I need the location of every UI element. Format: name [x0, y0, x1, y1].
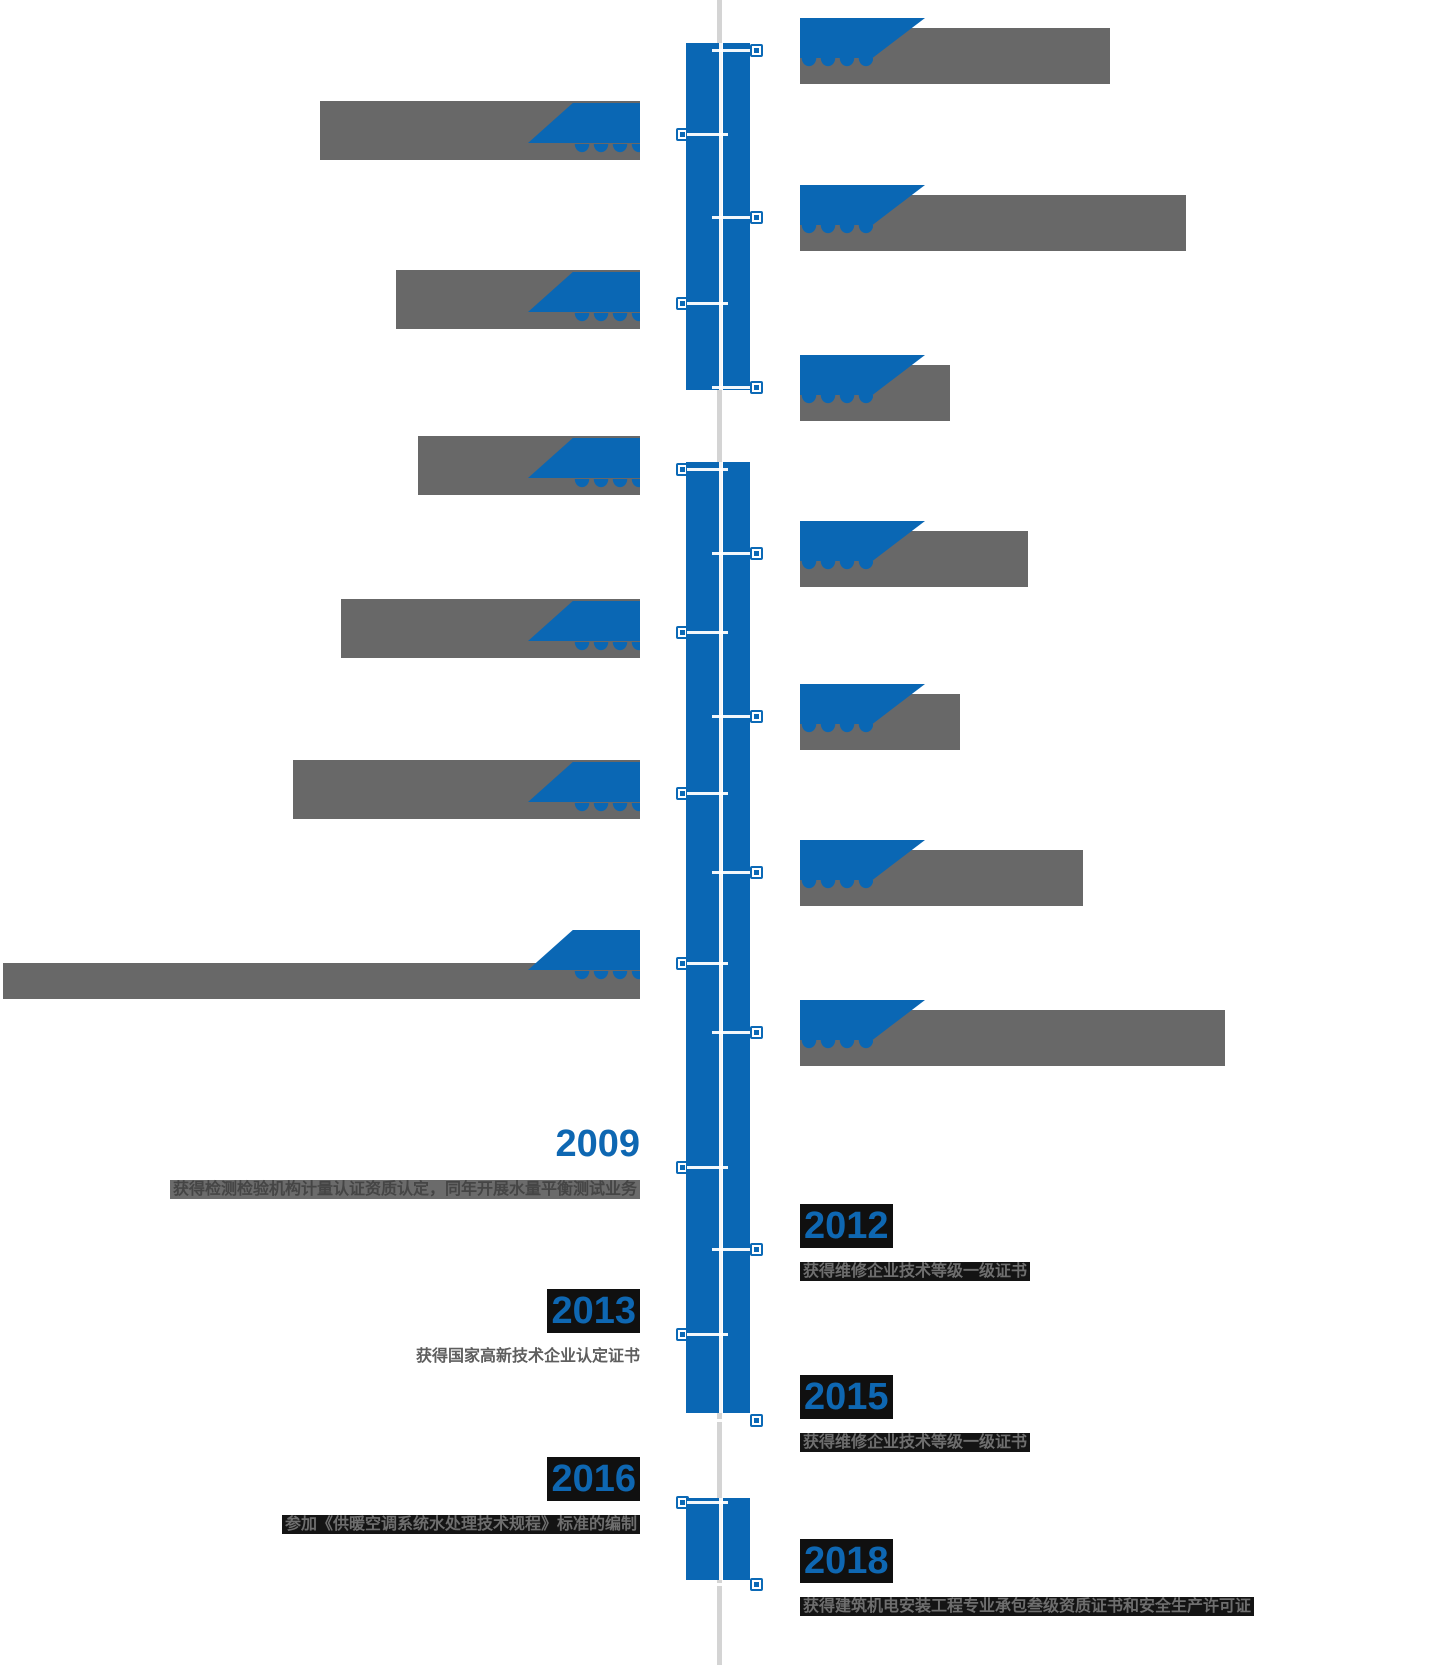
text-ghost-marks [573, 479, 640, 488]
text-ghost-marks [800, 561, 873, 570]
text-ghost-marks [800, 724, 873, 733]
timeline-entry-redacted [800, 355, 950, 425]
timeline-tick [712, 1419, 750, 1422]
text-ghost-marks [800, 395, 873, 404]
timeline-node-icon [750, 547, 763, 560]
timeline-tick [712, 216, 750, 219]
timeline-entry-redacted [800, 840, 1083, 910]
timeline-node-icon [750, 866, 763, 879]
timeline-node-icon [750, 1414, 763, 1427]
event-year: 2012 [800, 1204, 893, 1248]
timeline-tick [687, 468, 728, 471]
event-year-label: 2013 [547, 1289, 640, 1333]
event-description-text: 获得维修企业技术等级一级证书 [800, 1262, 1031, 1281]
text-ghost-marks [800, 880, 873, 889]
event-description-text: 获得建筑机电安装工程专业承包叁级资质证书和安全生产许可证 [800, 1597, 1255, 1616]
timeline-tick [687, 1333, 728, 1336]
timeline-entry-redacted [800, 18, 1110, 88]
timeline-tick [712, 49, 750, 52]
event-year: 2018 [800, 1539, 893, 1583]
timeline-entry-redacted [341, 599, 640, 669]
timeline-node-icon [750, 211, 763, 224]
timeline-entry-redacted [396, 270, 640, 340]
timeline-bar-segment [686, 462, 750, 1413]
text-ghost-marks [800, 58, 873, 67]
timeline-tick [712, 871, 750, 874]
event-year-label: 2012 [800, 1204, 893, 1248]
timeline-entry-2016: 2016 参加《供暖空调系统水处理技术规程》标准的编制 [120, 1457, 640, 1550]
timeline-tick [687, 792, 728, 795]
timeline-tick [687, 1501, 728, 1504]
text-ghost-marks [573, 803, 640, 812]
timeline-tick [687, 302, 728, 305]
timeline-tick [712, 1583, 750, 1586]
year-ghost-shape [528, 930, 640, 970]
event-description-text: 参加《供暖空调系统水处理技术规程》标准的编制 [281, 1515, 640, 1534]
timeline-node-icon [750, 44, 763, 57]
text-ghost-marks [800, 225, 873, 234]
event-year-label: 2018 [800, 1539, 893, 1583]
timeline-tick [687, 1166, 728, 1169]
event-year: 2016 [547, 1457, 640, 1501]
event-description: 获得建筑机电安装工程专业承包叁级资质证书和安全生产许可证 [800, 1596, 1255, 1617]
text-ghost-marks [573, 144, 640, 153]
timeline-node-icon [750, 1026, 763, 1039]
timeline-bar-segment [686, 1498, 750, 1580]
timeline-entry-2015: 2015 获得维修企业技术等级一级证书 [800, 1375, 1320, 1468]
event-year: 2013 [547, 1289, 640, 1333]
timeline-entry-2013: 2013 获得国家高新技术企业认定证书 [120, 1289, 640, 1382]
event-description: 参加《供暖空调系统水处理技术规程》标准的编制 [281, 1514, 640, 1535]
event-year-label: 2016 [547, 1457, 640, 1501]
timeline-tick [687, 133, 728, 136]
timeline-node-icon [750, 710, 763, 723]
text-ghost-marks [800, 1040, 873, 1049]
event-year-label: 2009 [555, 1123, 640, 1165]
event-description-text: 获得国家高新技术企业认定证书 [415, 1348, 640, 1365]
timeline-tick [712, 1031, 750, 1034]
event-description: 获得国家高新技术企业认定证书 [416, 1346, 640, 1367]
event-description: 获得检测检验机构计量认证资质认定，同年开展水量平衡测试业务 [169, 1179, 640, 1200]
timeline-entry-redacted [800, 521, 1028, 591]
timeline-entry-2009: 2009 获得检测检验机构计量认证资质认定，同年开展水量平衡测试业务 [120, 1125, 640, 1215]
timeline-entry-redacted [320, 101, 640, 171]
timeline-tick [712, 1248, 750, 1251]
timeline-entry-redacted [3, 930, 640, 1000]
timeline-entry-redacted [800, 185, 1186, 255]
timeline-tick [712, 715, 750, 718]
timeline-entry-redacted [800, 684, 960, 754]
timeline-entry-redacted [800, 1000, 1225, 1070]
timeline-entry-2018: 2018 获得建筑机电安装工程专业承包叁级资质证书和安全生产许可证 [800, 1539, 1320, 1632]
text-ghost-marks [573, 642, 640, 651]
timeline-node-icon [750, 1243, 763, 1256]
timeline-entry-redacted [293, 760, 640, 830]
timeline-entry-redacted [418, 436, 640, 506]
timeline-node-icon [750, 1578, 763, 1591]
event-description-text: 获得维修企业技术等级一级证书 [800, 1433, 1031, 1452]
timeline-tick [687, 962, 728, 965]
timeline-tick [712, 386, 750, 389]
event-description-text: 获得检测检验机构计量认证资质认定，同年开展水量平衡测试业务 [169, 1180, 640, 1199]
text-ghost-marks [573, 313, 640, 322]
event-year: 2015 [800, 1375, 893, 1419]
timeline-tick [687, 631, 728, 634]
event-year-label: 2015 [800, 1375, 893, 1419]
event-year: 2009 [555, 1125, 640, 1163]
event-description: 获得维修企业技术等级一级证书 [800, 1261, 1031, 1282]
timeline-entry-2012: 2012 获得维修企业技术等级一级证书 [800, 1204, 1320, 1297]
text-ghost-marks [573, 971, 640, 980]
event-description: 获得维修企业技术等级一级证书 [800, 1432, 1031, 1453]
timeline-tick [712, 552, 750, 555]
timeline-node-icon [750, 381, 763, 394]
